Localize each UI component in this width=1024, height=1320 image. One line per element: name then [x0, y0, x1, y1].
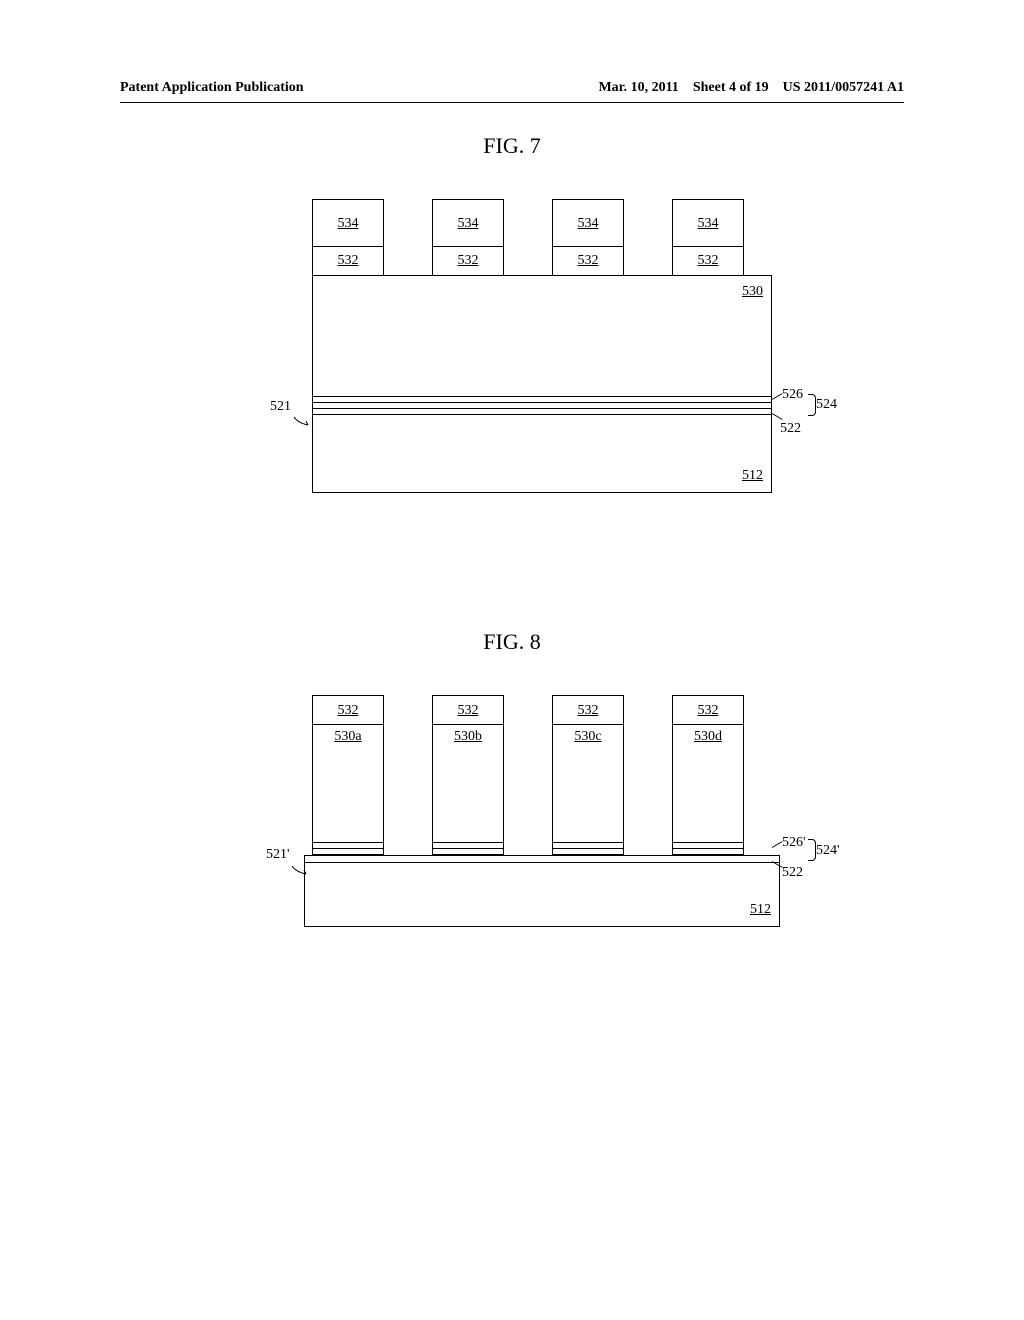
fig7-pillar-c: 534 532 [552, 199, 624, 275]
fig7-label-524: 524 [816, 397, 837, 413]
header-right: Mar. 10, 2011 Sheet 4 of 19 US 2011/0057… [598, 80, 904, 96]
header-rule [120, 102, 904, 103]
fig7-title: FIG. 7 [120, 133, 904, 159]
fig8-pillar-c-530: 530c [552, 725, 624, 843]
fig8-brace-524 [808, 839, 816, 861]
fig7-arrow-521-icon [292, 414, 312, 426]
header-date: Mar. 10, 2011 [598, 80, 678, 96]
header-line: Patent Application Publication Mar. 10, … [120, 80, 904, 96]
fig8-title: FIG. 8 [120, 629, 904, 655]
fig7-pillar-d-532: 532 [672, 247, 744, 275]
fig7-label-522: 522 [780, 421, 801, 437]
fig8-label-526: 526' [782, 835, 806, 851]
fig8-layer-512: 512 [304, 863, 780, 927]
fig7-brace-524 [808, 394, 816, 416]
fig7-label-526: 526 [782, 387, 803, 403]
fig8-pillar-b: 532 530b [432, 695, 504, 855]
fig8-pillar-c-532: 532 [552, 695, 624, 725]
header-sheet: Sheet 4 of 19 [693, 80, 769, 96]
fig8-pillar-a-530: 530a [312, 725, 384, 843]
fig7-label-521: 521 [270, 399, 291, 415]
fig7-leader-522 [772, 413, 783, 420]
fig8-layer-512-label: 512 [750, 902, 771, 918]
header-pubno: US 2011/0057241 A1 [783, 80, 904, 96]
fig7-pillar-a-532: 532 [312, 247, 384, 275]
fig7-pillar-a: 534 532 [312, 199, 384, 275]
fig8-pillar-d-532: 532 [672, 695, 744, 725]
fig7-layer-530-label: 530 [742, 284, 763, 300]
fig7-pillar-b-532: 532 [432, 247, 504, 275]
fig8-arrow-521-icon [290, 863, 310, 875]
fig8-pillar-a: 532 530a [312, 695, 384, 855]
fig8-label-521: 521' [266, 847, 290, 863]
fig8-pillar-c: 532 530c [552, 695, 624, 855]
fig7-pillar-a-534: 534 [312, 199, 384, 247]
fig7-diagram: 534 532 534 532 534 532 534 532 530 [232, 199, 792, 559]
fig8-label-522: 522 [782, 865, 803, 881]
fig8-label-524: 524' [816, 843, 840, 859]
header-left: Patent Application Publication [120, 80, 304, 96]
fig7-layer-512-label: 512 [742, 468, 763, 484]
fig8-pillar-b-530: 530b [432, 725, 504, 843]
fig8-pillar-b-532: 532 [432, 695, 504, 725]
fig8-film-522 [304, 855, 780, 863]
fig7-pillar-b: 534 532 [432, 199, 504, 275]
fig8-diagram: 532 530a 532 530b 532 530c 532 530d [232, 695, 792, 975]
fig7-leader-526 [772, 393, 783, 400]
fig7-layer-512: 512 [312, 415, 772, 493]
fig7-pillar-c-534: 534 [552, 199, 624, 247]
fig7-pillar-d: 534 532 [672, 199, 744, 275]
fig8-pillar-a-532: 532 [312, 695, 384, 725]
fig7-layer-530: 530 [312, 275, 772, 397]
fig7-pillar-b-534: 534 [432, 199, 504, 247]
fig7-pillar-c-532: 532 [552, 247, 624, 275]
fig8-leader-526 [772, 841, 783, 848]
fig8-pillar-d: 532 530d [672, 695, 744, 855]
fig8-pillar-d-530: 530d [672, 725, 744, 843]
page: Patent Application Publication Mar. 10, … [120, 80, 904, 975]
fig7-pillar-d-534: 534 [672, 199, 744, 247]
